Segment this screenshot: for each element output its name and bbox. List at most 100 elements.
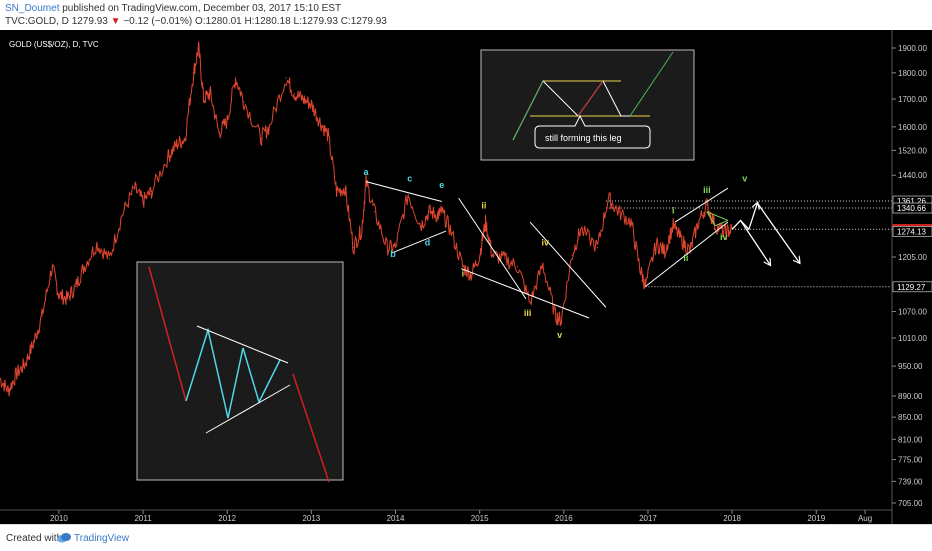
y-tick-label: 850.00 — [898, 413, 923, 422]
y-tick-label: 1800.00 — [898, 69, 927, 78]
price-tag-box — [892, 226, 932, 237]
price-point — [596, 247, 599, 249]
price-point — [352, 247, 354, 249]
price-point — [420, 225, 422, 227]
price-point — [428, 211, 430, 213]
x-tick-label: Aug — [858, 514, 872, 523]
trendline — [391, 230, 447, 254]
y-tick-label: 705.00 — [898, 499, 923, 508]
price-point — [58, 294, 60, 296]
wave-label: b — [390, 249, 396, 259]
price-point — [7, 390, 9, 392]
projection-arrow — [739, 220, 771, 264]
price-point — [681, 239, 683, 241]
publish-info: SN_Doumet published on TradingView.com, … — [5, 3, 341, 14]
price-point — [310, 103, 312, 106]
price-point — [268, 126, 270, 128]
y-tick-label: 890.00 — [898, 392, 923, 401]
price-point — [638, 266, 641, 268]
trendline — [645, 221, 729, 287]
price-point — [41, 315, 43, 317]
wave-label: ii — [481, 200, 486, 210]
trendline — [715, 219, 729, 227]
price-point — [293, 93, 296, 95]
price-point — [243, 101, 245, 103]
price-point — [108, 258, 110, 260]
price-point — [66, 298, 68, 300]
price-point — [386, 247, 388, 249]
price-point — [327, 135, 329, 137]
x-tick-label: 2019 — [807, 514, 825, 523]
price-point — [319, 120, 321, 122]
price-point — [16, 372, 18, 374]
price-point — [336, 190, 338, 192]
price-point — [630, 221, 632, 223]
price-point — [142, 200, 144, 203]
price-point — [724, 232, 727, 234]
price-axis: 1900.00 1800.00 1700.00 1600.00 1520.00 1440.… — [0, 30, 927, 524]
price-chart[interactable]: GOLD (US$/OZ), D, TVC abcdeiiiiiiivviiii… — [0, 30, 932, 524]
y-tick-label: 950.00 — [898, 362, 923, 371]
price-point — [394, 247, 397, 249]
price-point — [285, 77, 287, 79]
price-point — [83, 266, 85, 268]
price-point — [672, 225, 674, 227]
wave-label: v — [742, 174, 747, 184]
price-point — [697, 221, 700, 223]
price-tag-label: 1274.13 — [897, 227, 926, 236]
trendline — [529, 221, 607, 308]
y-tick-label: 1600.00 — [898, 123, 927, 132]
price-tag-box — [892, 281, 932, 293]
chart-area[interactable]: GOLD (US$/OZ), D, TVC a b c d e i ii iii iv v i ii i… — [0, 30, 932, 524]
trendline — [365, 181, 442, 202]
tradingview-brand[interactable]: TradingView — [74, 533, 130, 544]
horizontal-levels — [605, 200, 892, 288]
price-point — [198, 47, 200, 49]
price-point — [504, 258, 506, 260]
price-series-line — [0, 41, 733, 397]
x-tick-label: 2017 — [639, 514, 657, 523]
x-tick-label: 2011 — [134, 514, 152, 523]
price-point — [655, 243, 658, 245]
published-text: published on TradingView.com, December 0… — [62, 3, 342, 14]
price-point — [485, 221, 487, 223]
price-point — [235, 77, 237, 79]
projection-arrow — [756, 202, 799, 263]
price-point — [479, 254, 481, 256]
last-price: 1279.93 — [71, 16, 108, 27]
price-point — [302, 98, 304, 100]
price-point — [441, 211, 443, 213]
inset-note: still forming this leg — [545, 133, 622, 143]
price-point — [226, 120, 228, 122]
trendline — [458, 197, 527, 300]
price-point — [449, 228, 451, 230]
y-tick-label: 775.00 — [898, 456, 923, 465]
price-point — [617, 211, 620, 213]
y-tick-label: 1010.00 — [898, 334, 927, 343]
wave-label: i — [462, 268, 465, 278]
y-tick-label: 1205.00 — [898, 253, 927, 262]
author-link[interactable]: SN_Doumet — [5, 3, 60, 14]
inset-top-panel: still forming this leg — [480, 49, 695, 161]
price-tag-label: 1361.26 — [897, 197, 926, 206]
wave-label: ii — [683, 253, 688, 263]
wave-label: iv — [720, 232, 728, 242]
price-point — [580, 228, 582, 230]
trendlines — [365, 181, 729, 319]
y-tick-label: 1070.00 — [898, 308, 927, 317]
price-point — [75, 285, 77, 288]
price-point — [607, 197, 610, 199]
x-tick-label: 2012 — [218, 514, 236, 523]
price-point — [437, 214, 439, 216]
x-tick-label: 2015 — [471, 514, 489, 523]
price-point — [150, 190, 153, 192]
tradingview-cloud-icon — [57, 533, 71, 543]
price-point — [121, 214, 123, 216]
price-point — [203, 98, 205, 100]
time-axis: 2010 2011 2012 2013 2014 2015 2016 2017 2018 2019… — [50, 510, 872, 523]
price-tag-label: 1129.27 — [897, 283, 926, 292]
trendline — [706, 211, 729, 221]
price-point — [344, 187, 346, 189]
y-tick-label: 1440.00 — [898, 171, 927, 180]
